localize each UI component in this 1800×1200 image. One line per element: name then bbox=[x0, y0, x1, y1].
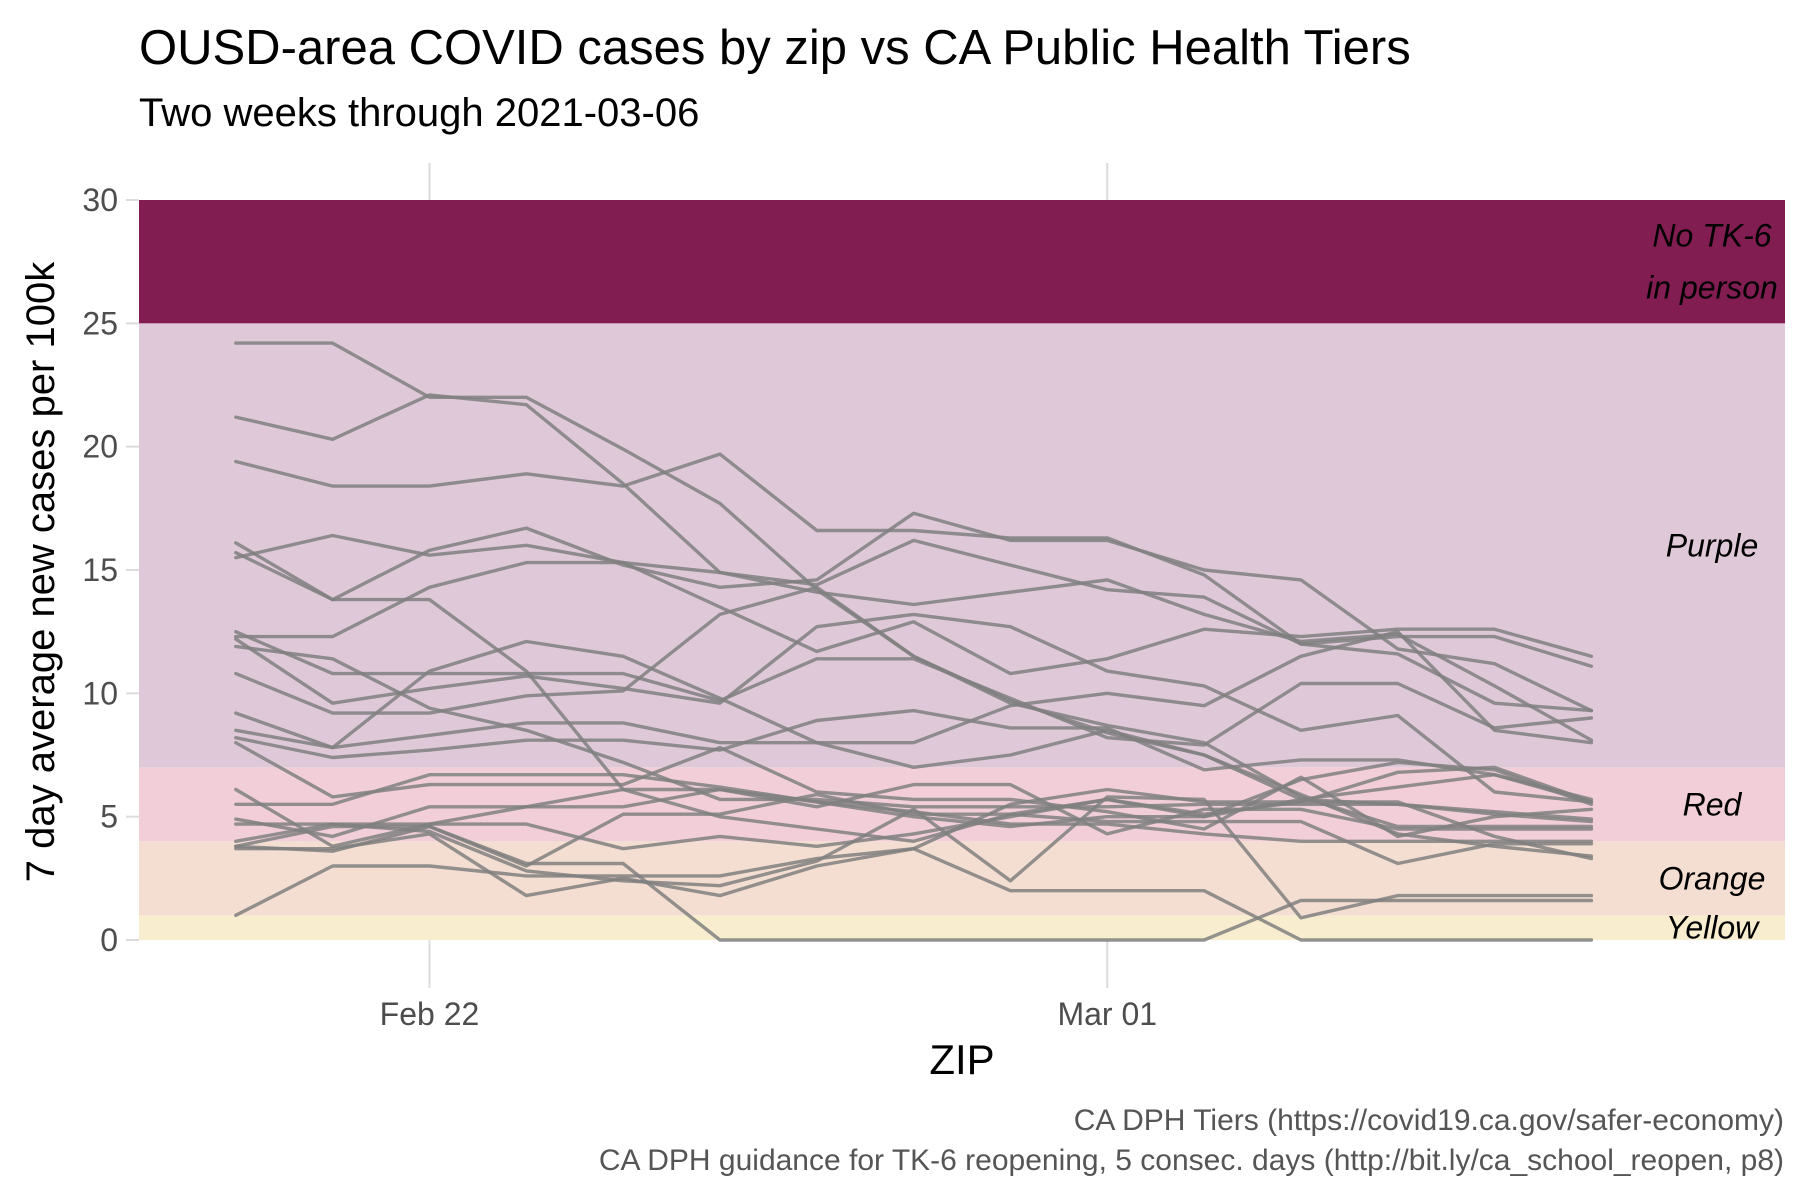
zip-series-line-15 bbox=[234, 741, 1594, 839]
zip-series-line-16 bbox=[234, 782, 1594, 848]
tier-label-red: Red bbox=[1683, 786, 1743, 822]
tier-band-orange bbox=[139, 841, 1785, 916]
y-tick-label: 15 bbox=[82, 552, 118, 588]
chart-title: OUSD-area COVID cases by zip vs CA Publi… bbox=[139, 21, 1411, 75]
source-caption-tiers: CA DPH Tiers (https://covid19.ca.gov/saf… bbox=[1073, 1104, 1784, 1137]
tier-label-orange: Orange bbox=[1659, 860, 1766, 896]
zip-series-line-24 bbox=[234, 795, 1594, 920]
y-tick-label: 5 bbox=[100, 799, 118, 835]
tier-label-yellow: Yellow bbox=[1666, 910, 1760, 946]
zip-series-line-5 bbox=[234, 533, 1594, 676]
x-axis: Feb 22 Mar 01 bbox=[380, 996, 1157, 1032]
zip-series-line-17 bbox=[234, 760, 1594, 829]
x-axis-title: ZIP bbox=[929, 1036, 994, 1083]
zip-series-line-23 bbox=[234, 847, 1594, 942]
x-tick-label: Feb 22 bbox=[380, 996, 480, 1032]
zip-series-line-18 bbox=[234, 787, 1594, 843]
y-axis-title: 7 day average new cases per 100k bbox=[19, 261, 63, 882]
zip-series-line-13 bbox=[234, 630, 1594, 750]
zip-series-line-8 bbox=[234, 630, 1594, 747]
zip-series-line-9 bbox=[234, 612, 1594, 804]
y-tick-label: 0 bbox=[100, 922, 118, 958]
x-tick-label: Mar 01 bbox=[1057, 996, 1157, 1032]
zip-series-line-19 bbox=[234, 773, 1594, 851]
tier-label-no-tk-6-in-person: No TK-6 bbox=[1652, 218, 1771, 254]
tier-band-yellow bbox=[139, 915, 1785, 940]
source-caption-guidance: CA DPH guidance for TK-6 reopening, 5 co… bbox=[598, 1144, 1784, 1177]
tier-label-no-tk-6-in-person: in person bbox=[1646, 270, 1778, 306]
zip-series-line-21 bbox=[234, 824, 1594, 942]
zip-series-line-2 bbox=[234, 393, 1594, 713]
tier-label-purple: Purple bbox=[1666, 527, 1759, 563]
zip-series-line-4 bbox=[234, 511, 1594, 713]
chart-subtitle: Two weeks through 2021-03-06 bbox=[139, 91, 700, 135]
y-tick-label: 25 bbox=[82, 305, 118, 341]
y-tick-label: 20 bbox=[82, 429, 118, 465]
y-tick-label: 10 bbox=[82, 675, 118, 711]
zip-series-line-7 bbox=[234, 560, 1594, 742]
tier-band-no-tk-6-in-person bbox=[139, 200, 1785, 324]
zip-series-line-14 bbox=[234, 708, 1594, 804]
y-axis: 0 5 10 15 20 25 30 bbox=[82, 182, 118, 958]
series-lines bbox=[234, 341, 1594, 942]
zip-series-line-10 bbox=[234, 644, 1594, 821]
y-tick-label: 30 bbox=[82, 182, 118, 218]
grid-lines bbox=[126, 163, 1109, 988]
tier-labels: Yellow Orange Red Purple No TK-6 in person bbox=[1646, 218, 1778, 946]
zip-series-line-6 bbox=[234, 551, 1594, 843]
